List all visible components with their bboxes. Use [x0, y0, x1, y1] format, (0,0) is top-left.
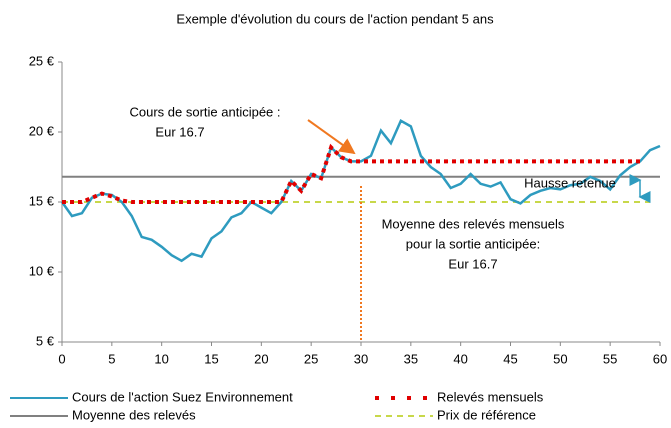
x-tick-label: 50 — [553, 351, 567, 366]
series-line — [62, 143, 641, 204]
chart-title: Exemple d'évolution du cours de l'action… — [176, 11, 494, 26]
x-tick-label: 10 — [154, 351, 168, 366]
x-tick-label: 55 — [603, 351, 617, 366]
legend-label: Cours de l'action Suez Environnement — [72, 389, 293, 404]
legend-label: Prix de référence — [437, 407, 536, 422]
annotation: Eur 16.7 — [155, 124, 204, 139]
y-tick-label: 15 € — [29, 193, 55, 208]
y-tick-label: 20 € — [29, 123, 55, 138]
x-tick-label: 20 — [254, 351, 268, 366]
annotation: Moyenne des relevés mensuels — [382, 216, 565, 231]
y-tick-label: 25 € — [29, 53, 55, 68]
annotation: pour la sortie anticipée: — [406, 236, 540, 251]
annotation: Eur 16.7 — [448, 256, 497, 271]
x-tick-label: 5 — [108, 351, 115, 366]
x-tick-label: 0 — [58, 351, 65, 366]
y-tick-label: 10 € — [29, 263, 55, 278]
x-tick-label: 30 — [354, 351, 368, 366]
series-line — [60, 119, 661, 263]
x-tick-label: 25 — [304, 351, 318, 366]
exit-arrow — [307, 119, 356, 155]
legend-label: Relevés mensuels — [437, 389, 544, 404]
x-tick-label: 45 — [503, 351, 517, 366]
legend-label: Moyenne des relevés — [72, 407, 196, 422]
x-tick-label: 60 — [653, 351, 667, 366]
x-tick-label: 15 — [204, 351, 218, 366]
y-tick-label: 5 € — [36, 333, 55, 348]
x-tick-label: 35 — [404, 351, 418, 366]
annotation: Hausse retenue — [524, 175, 616, 190]
x-tick-label: 40 — [453, 351, 467, 366]
annotation: Cours de sortie anticipée : — [129, 104, 280, 119]
